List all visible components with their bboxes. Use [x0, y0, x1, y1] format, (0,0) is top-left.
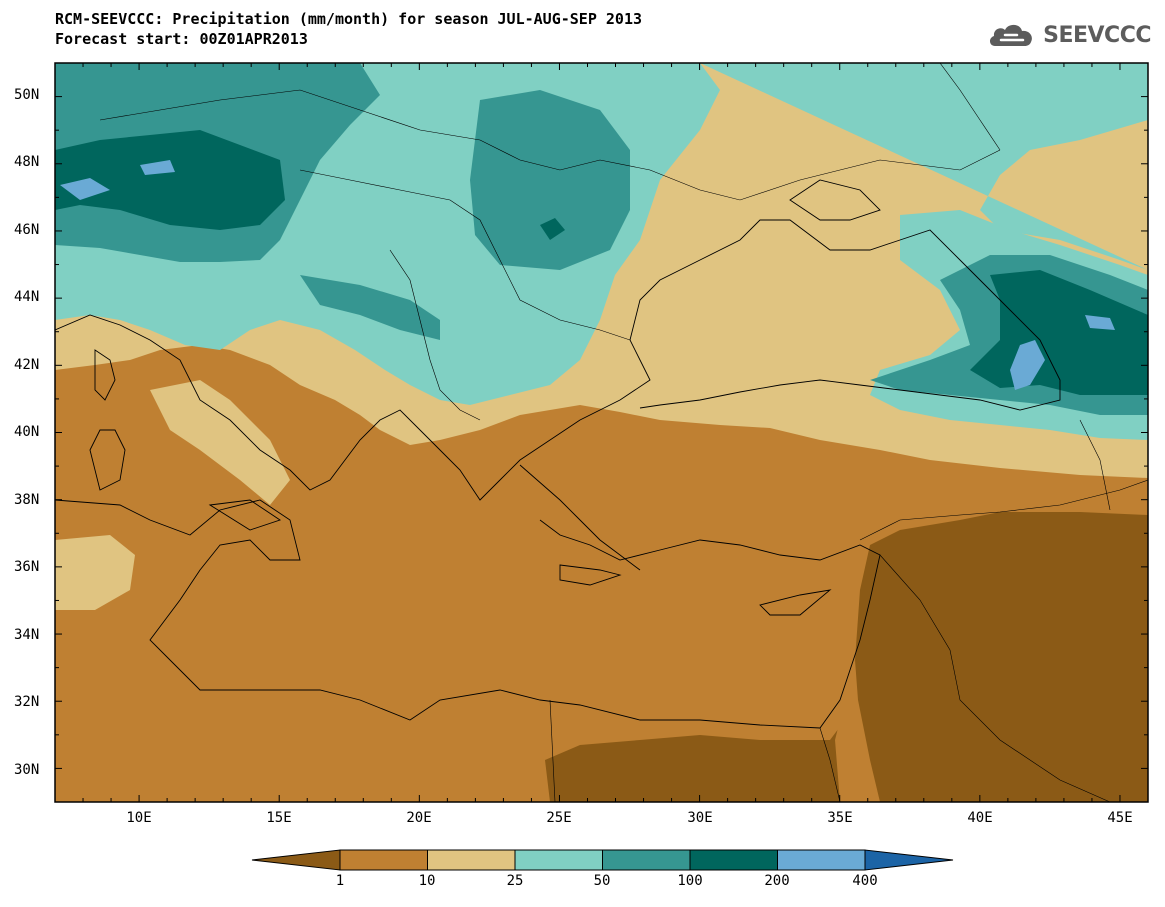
lat-tick-label: 32N [14, 694, 40, 710]
band-50-100-balkan [300, 275, 440, 340]
colorbar-label: 1 [335, 873, 345, 889]
colorbar-swatch [427, 849, 516, 871]
lat-tick-label: 38N [14, 492, 40, 508]
lon-tick-label: 15E [266, 810, 292, 826]
cloud-icon [990, 24, 1033, 46]
lon-tick-label: 30E [687, 810, 713, 826]
lat-tick-label: 40N [14, 424, 40, 440]
lat-tick-label: 48N [14, 154, 40, 170]
band-50-100-carpathian [470, 90, 630, 270]
lat-tick-label: 46N [14, 222, 40, 238]
colorbar-low-arrow [251, 849, 341, 871]
colorbar-label: 100 [677, 873, 703, 889]
lat-tick-label: 30N [14, 762, 40, 778]
lon-tick-label: 45E [1107, 810, 1133, 826]
lon-tick-label: 10E [126, 810, 152, 826]
colorbar-label: 400 [852, 873, 878, 889]
lat-tick-label: 36N [14, 559, 40, 575]
lat-tick-label: 44N [14, 289, 40, 305]
colorbar-swatch [514, 849, 603, 871]
colorbar-label: 200 [764, 873, 790, 889]
lat-tick-label: 34N [14, 627, 40, 643]
logo-text: SEEVCCC [1043, 22, 1151, 48]
band-100-200-dot [540, 218, 565, 240]
tick-marks [54, 62, 1149, 803]
band-200-400-caucasus-2 [1085, 315, 1115, 330]
colorbar-label: 50 [593, 873, 611, 889]
band-1-10-coast-ne [835, 660, 880, 802]
lon-tick-label: 25E [546, 810, 572, 826]
forecast-start-label: Forecast start: 00Z01APR2013 [55, 30, 308, 48]
colorbar [251, 849, 954, 871]
seevccc-logo: SEEVCCC [987, 20, 1151, 50]
band-25-50-east [700, 63, 1148, 270]
colorbar-swatch [339, 849, 428, 871]
lat-tick-label: 50N [14, 87, 40, 103]
band-100-200-alps [55, 130, 285, 230]
political-borders [99, 63, 1148, 802]
band-200-400-alps-2 [140, 160, 175, 175]
lon-tick-label: 35E [827, 810, 853, 826]
colorbar-swatch [689, 849, 778, 871]
band-10-25-italy [150, 380, 290, 505]
band-200-400-caucasus [1010, 340, 1045, 390]
lon-tick-label: 20E [406, 810, 432, 826]
band-10-25-sw [55, 535, 135, 610]
colorbar-swatch [777, 849, 866, 871]
lon-tick-label: 40E [967, 810, 993, 826]
band-200-400-alps [60, 178, 110, 200]
coastlines [55, 179, 1061, 729]
chart-title: RCM-SEEVCCC: Precipitation (mm/month) fo… [55, 10, 642, 28]
colorbar-label: 25 [506, 873, 524, 889]
precipitation-field [55, 63, 1148, 802]
colorbar-high-arrow [864, 849, 954, 871]
colorbar-label: 10 [418, 873, 436, 889]
lat-tick-label: 42N [14, 357, 40, 373]
colorbar-swatch [602, 849, 691, 871]
